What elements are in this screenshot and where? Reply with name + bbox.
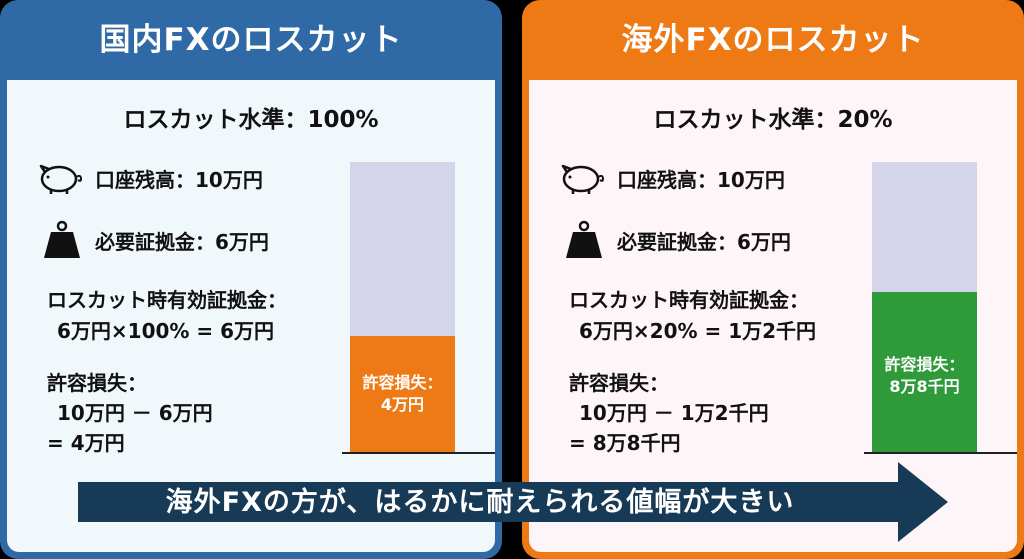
panel-body: ロスカット水準：20% 口座残高：10万円 必要証拠金：6万 bbox=[529, 80, 1017, 552]
conclusion-arrow bbox=[78, 462, 948, 542]
piggy-bank-icon bbox=[37, 158, 87, 198]
required-margin-text: 必要証拠金：6万円 bbox=[617, 229, 791, 254]
balance-text: 口座残高：10万円 bbox=[95, 167, 263, 192]
balance-row: 口座残高：10万円 bbox=[559, 158, 785, 198]
effective-margin-label: ロスカット時有効証拠金： bbox=[47, 288, 287, 312]
conclusion-text: 海外FXの方が、はるかに耐えられる値幅が大きい bbox=[165, 487, 795, 518]
allowable-loss-label: 許容損失： bbox=[47, 371, 147, 395]
allowable-loss-bar: 許容損失： 4万円 bbox=[350, 336, 455, 452]
bar-label-2: 8万8千円 bbox=[889, 377, 960, 396]
required-margin-text: 必要証拠金：6万円 bbox=[95, 229, 269, 254]
piggy-bank-icon bbox=[559, 158, 609, 198]
panel-title: 国内FXのロスカット bbox=[99, 22, 403, 58]
margin-row: 必要証拠金：6万円 bbox=[37, 220, 269, 260]
effective-margin-calc: 6万円×20% = 1万2千円 bbox=[579, 319, 817, 343]
margin-row: 必要証拠金：6万円 bbox=[559, 220, 791, 260]
bar-label-1: 許容損失： bbox=[884, 355, 965, 374]
weight-icon bbox=[37, 220, 87, 260]
panel-body: ロスカット水準：100% 口座残高：10万円 必要証拠金：6 bbox=[7, 80, 495, 552]
allowable-loss-result: = 8万8千円 bbox=[569, 431, 681, 455]
allowable-loss-bar: 許容損失： 8万8千円 bbox=[872, 292, 977, 452]
losscut-level: ロスカット水準：20% bbox=[653, 107, 893, 133]
effective-margin-label: ロスカット時有効証拠金： bbox=[569, 288, 809, 312]
balance-row: 口座残高：10万円 bbox=[37, 158, 263, 198]
bar-label-2: 4万円 bbox=[380, 395, 425, 414]
arrow-shape bbox=[78, 462, 948, 542]
allowable-loss-calc: 10万円 － 6万円 bbox=[57, 401, 213, 425]
panel-title: 海外FXのロスカット bbox=[621, 22, 925, 58]
allowable-loss-result: = 4万円 bbox=[47, 431, 125, 455]
balance-text: 口座残高：10万円 bbox=[617, 167, 785, 192]
bar-label-1: 許容損失： bbox=[362, 373, 443, 392]
effective-margin-calc: 6万円×100% = 6万円 bbox=[57, 319, 275, 343]
domestic-fx-panel: 国内FXのロスカット ロスカット水準：100% 口座残高：10万円 bbox=[0, 0, 502, 559]
weight-icon bbox=[559, 220, 609, 260]
losscut-level: ロスカット水準：100% bbox=[123, 107, 379, 133]
allowable-loss-calc: 10万円 － 1万2千円 bbox=[579, 401, 769, 425]
overseas-fx-panel: 海外FXのロスカット ロスカット水準：20% 口座残高：10万円 bbox=[522, 0, 1024, 559]
allowable-loss-label: 許容損失： bbox=[569, 371, 669, 395]
bar-baseline bbox=[342, 452, 495, 454]
bar-baseline bbox=[864, 452, 1017, 454]
